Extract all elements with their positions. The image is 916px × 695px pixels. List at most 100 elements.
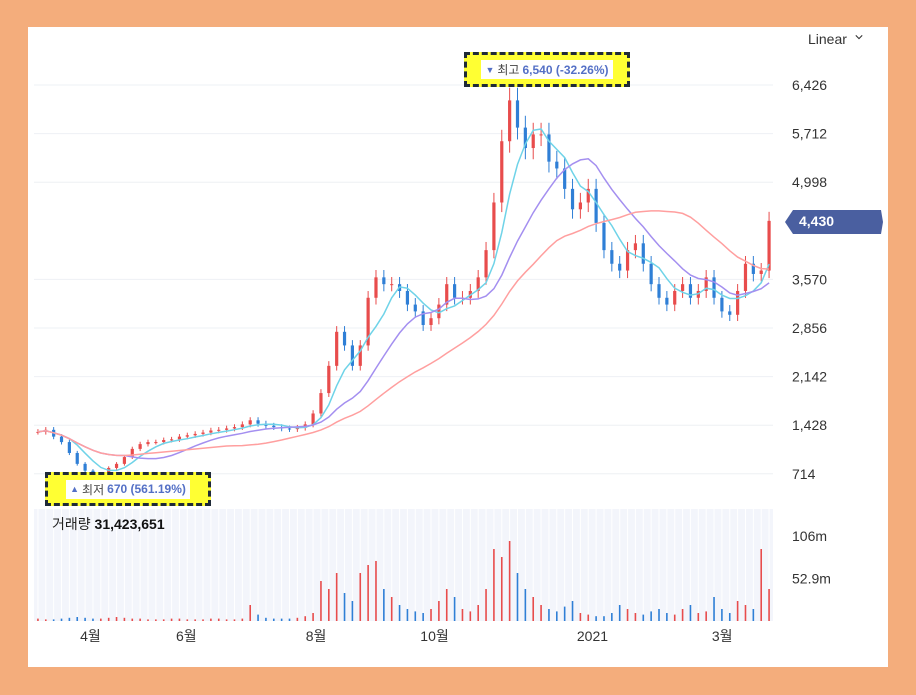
candle-body xyxy=(374,277,378,298)
candle-body xyxy=(555,161,559,169)
volume-bar xyxy=(76,617,79,621)
volume-bar xyxy=(595,616,597,621)
candle-body xyxy=(193,433,197,436)
candle-body xyxy=(680,284,685,291)
candle-body xyxy=(437,304,441,319)
volume-bar xyxy=(728,613,731,621)
volume-bar xyxy=(666,613,668,621)
volume-bar xyxy=(44,619,47,621)
candle-body xyxy=(217,429,221,431)
volume-bar xyxy=(383,589,385,621)
candle-body xyxy=(720,297,724,312)
volume-bar xyxy=(37,618,39,621)
low-marker: ▲ 최저 670 (561.19%) xyxy=(45,472,211,506)
volume-bar xyxy=(650,611,652,621)
volume-tick-label: 106m xyxy=(792,528,827,544)
candle-body xyxy=(350,345,354,366)
candle-body xyxy=(390,284,394,286)
volume-bar xyxy=(131,618,134,621)
price-badge-shape xyxy=(785,210,883,234)
volume-bar xyxy=(186,619,189,621)
volume-bar xyxy=(312,613,314,621)
volume-bar xyxy=(100,618,102,621)
y-tick-label: 1,428 xyxy=(792,417,827,433)
volume-bar xyxy=(524,589,527,621)
candle-body xyxy=(209,430,213,433)
volume-bar xyxy=(540,605,542,621)
y-tick-label: 5,712 xyxy=(792,126,827,142)
candle-body xyxy=(130,448,134,458)
candle-body xyxy=(177,436,182,440)
volume-bar xyxy=(107,617,110,621)
candle-body xyxy=(657,284,661,298)
volume-bar xyxy=(500,557,503,621)
volume-bar xyxy=(123,617,126,621)
candle-body xyxy=(492,202,496,251)
volume-bar xyxy=(493,549,495,621)
volume-bar xyxy=(430,609,432,621)
candle-body xyxy=(665,297,669,305)
volume-bar xyxy=(485,589,487,621)
candle-body xyxy=(586,188,590,203)
volume-bar xyxy=(689,605,692,621)
candle-body xyxy=(563,168,567,189)
candle-body xyxy=(759,270,763,274)
volume-bar xyxy=(139,618,141,621)
candle-body xyxy=(232,427,237,429)
candle-body xyxy=(75,452,79,464)
candle-body xyxy=(240,424,244,428)
price-chart: 6,426 5,712 4,998 3,570 2,856 2,142 1,428 714 10… xyxy=(34,77,831,644)
scale-label: Linear xyxy=(808,31,847,47)
ma-long-line xyxy=(37,210,770,457)
volume-bar xyxy=(155,619,157,621)
volume-bar xyxy=(249,605,251,621)
y-tick-label: 714 xyxy=(792,466,816,482)
volume-bar xyxy=(343,593,346,621)
volume-bar xyxy=(571,601,574,621)
candle-body xyxy=(272,425,276,428)
candle-body xyxy=(641,243,645,264)
volume-bar xyxy=(288,618,291,621)
candle-body xyxy=(476,277,480,291)
candle-body xyxy=(673,290,677,305)
current-price-badge: 4,430 xyxy=(785,210,883,234)
candle-body xyxy=(256,420,260,424)
candle-body xyxy=(712,277,716,298)
volume-bar xyxy=(115,617,118,621)
candle-body xyxy=(83,463,87,471)
volume-bar xyxy=(162,619,165,621)
candle-body xyxy=(311,413,315,425)
low-label: 최저 xyxy=(82,482,105,497)
volume-bar xyxy=(406,609,409,621)
volume-bar xyxy=(532,597,535,621)
candle-body xyxy=(508,100,512,142)
candle-body xyxy=(445,284,449,305)
candle-body xyxy=(225,428,229,430)
x-tick-label: 2021 xyxy=(577,628,608,644)
candle-body xyxy=(122,457,127,464)
volume-background xyxy=(34,509,773,621)
y-tick-label: 4,998 xyxy=(792,174,827,190)
volume-bar xyxy=(280,618,283,621)
volume-bar xyxy=(642,614,645,621)
volume-bar xyxy=(147,619,149,621)
volume-bar xyxy=(233,619,236,621)
scale-toggle[interactable]: Linear xyxy=(808,29,863,49)
candle-body xyxy=(736,290,740,315)
volume-bar xyxy=(241,618,244,621)
candle-body xyxy=(327,365,331,394)
high-marker: ▼ 최고 6,540 (-32.26%) xyxy=(464,52,630,87)
volume-bar xyxy=(445,589,448,621)
volume-bar xyxy=(768,589,770,621)
volume-bar xyxy=(579,613,582,621)
volume-bar xyxy=(760,549,763,621)
current-price: 4,430 xyxy=(799,213,835,229)
volume-bar xyxy=(265,617,267,621)
candle-body xyxy=(319,393,323,414)
candle-body xyxy=(578,202,582,210)
x-tick-label: 3월 xyxy=(712,628,733,644)
volume-bar xyxy=(52,619,55,621)
candle-body xyxy=(67,442,71,453)
volume-bar xyxy=(210,618,212,621)
volume-bar xyxy=(752,609,755,621)
